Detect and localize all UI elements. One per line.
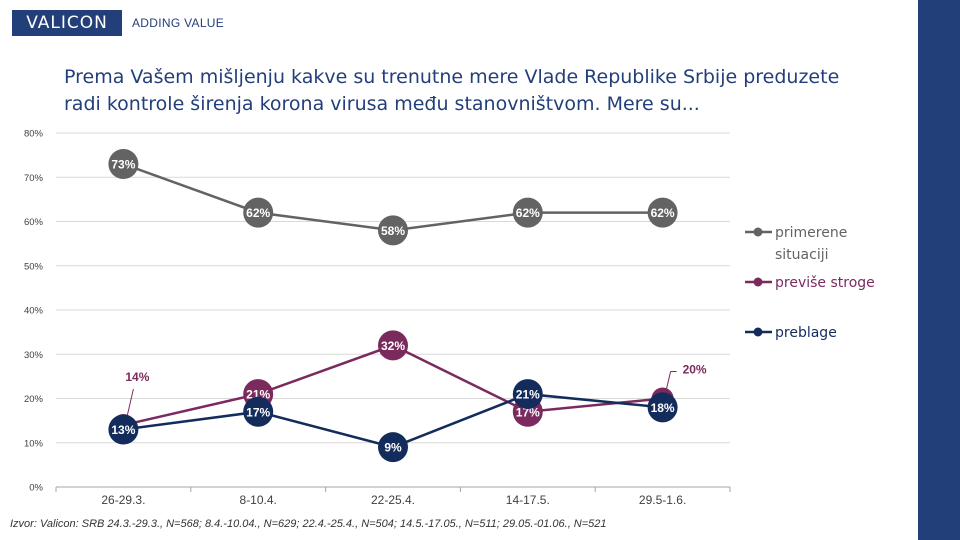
data-label: 20% (683, 363, 707, 377)
x-tick-label: 8-10.4. (240, 493, 277, 507)
data-label: 58% (381, 224, 405, 238)
data-point (108, 148, 139, 179)
x-tick-label: 14-17.5. (506, 493, 550, 507)
x-tick-label: 22-25.4. (371, 493, 415, 507)
data-point (378, 330, 408, 361)
right-accent-bar (918, 0, 960, 540)
data-point (647, 197, 678, 228)
legend-label: preblage (775, 325, 837, 341)
chart-title: Prema Vašem mišljenju kakve su trenutne … (64, 66, 840, 115)
data-label: 62% (246, 206, 270, 220)
x-tick-label: 29.5-1.6. (639, 493, 686, 507)
y-tick-label: 0% (29, 483, 43, 494)
data-label: 62% (651, 206, 675, 220)
y-tick-label: 20% (24, 394, 44, 405)
data-point (243, 396, 274, 427)
data-point (378, 432, 408, 463)
data-label: 9% (384, 441, 402, 455)
data-label: 14% (125, 370, 149, 384)
brand-name: VALICON (26, 13, 108, 33)
data-point (512, 197, 543, 228)
y-tick-label: 80% (24, 129, 44, 140)
y-tick-label: 60% (24, 217, 44, 228)
source-note: Izvor: Valicon: SRB 24.3.-29.3., N=568; … (10, 518, 607, 530)
data-label: 32% (381, 339, 405, 353)
data-point (243, 197, 274, 228)
data-point (378, 215, 408, 246)
data-point (647, 392, 678, 423)
legend-label: primerene (775, 225, 847, 241)
legend-label: situaciji (775, 247, 829, 263)
data-label: 21% (516, 388, 540, 402)
data-label: 73% (111, 157, 135, 171)
legend-marker (753, 277, 763, 287)
data-point (512, 379, 543, 410)
data-point (108, 414, 139, 445)
line-chart: 0% 10% 20% 30% 40% 50% 60% 70% 80% 26-29.3. 8-10.4… (24, 129, 875, 508)
data-label: 17% (516, 405, 540, 419)
x-tick-label: 26-29.3. (101, 493, 145, 507)
legend-marker (753, 227, 763, 237)
data-label: 13% (111, 423, 135, 437)
leader-line (126, 388, 134, 416)
data-label: 17% (246, 405, 270, 419)
leader-line (666, 371, 672, 389)
data-label: 18% (651, 401, 675, 415)
y-tick-label: 10% (24, 438, 44, 449)
legend-label: previše stroge (775, 275, 875, 291)
y-tick-label: 30% (24, 350, 44, 361)
y-tick-label: 40% (24, 306, 44, 317)
legend-marker (753, 327, 763, 337)
y-tick-label: 50% (24, 261, 44, 272)
y-tick-label: 70% (24, 173, 44, 184)
brand-logo: VALICON (12, 10, 122, 36)
brand-tagline: ADDING VALUE (132, 16, 225, 30)
data-label: 62% (516, 206, 540, 220)
